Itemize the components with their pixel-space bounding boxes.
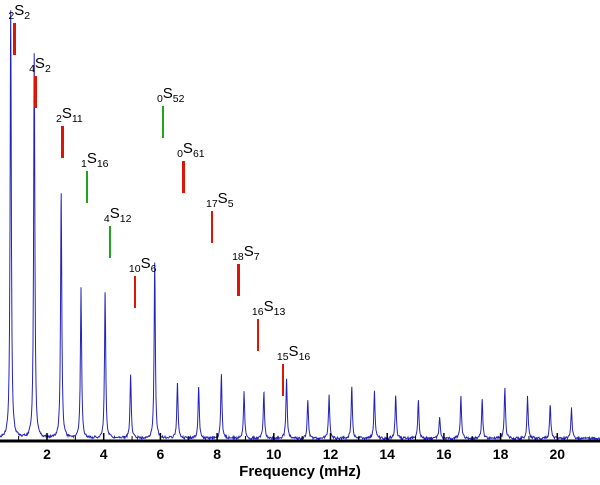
x-axis-title: Frequency (mHz) [239,463,361,480]
spectrum-line [0,10,600,442]
